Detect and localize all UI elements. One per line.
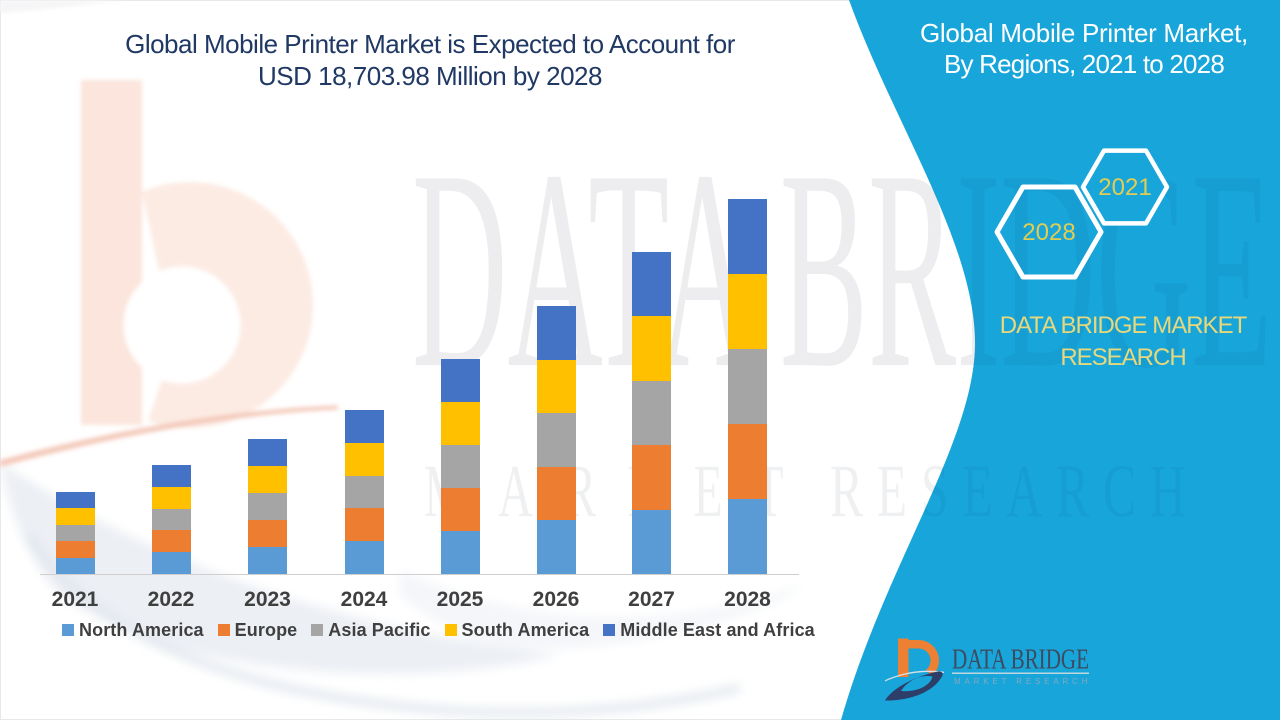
svg-text:DATA BRIDGE: DATA BRIDGE (952, 645, 1089, 676)
svg-text:2028: 2028 (1022, 219, 1075, 246)
svg-text:2021: 2021 (1098, 174, 1151, 201)
svg-text:MARKET RESEARCH: MARKET RESEARCH (954, 677, 1090, 686)
